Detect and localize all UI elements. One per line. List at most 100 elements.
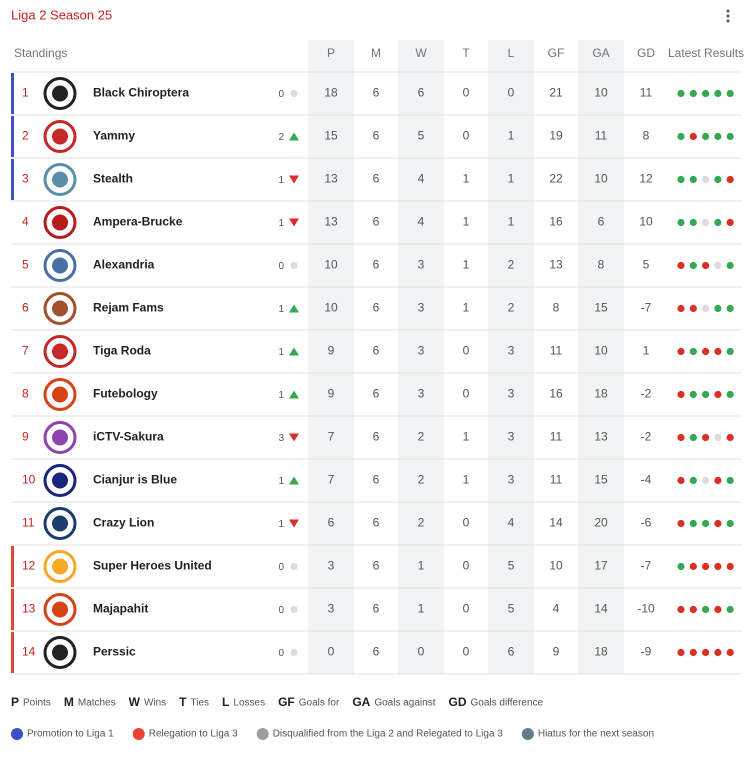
team-name[interactable]: Yammy — [93, 129, 135, 143]
result-dot — [677, 562, 685, 571]
result-dot — [702, 132, 710, 141]
legend-abbr: L — [222, 695, 229, 709]
legend-abbr: GF — [278, 695, 295, 709]
rank: 1 — [22, 86, 29, 100]
stat: 3 — [418, 387, 425, 401]
stat: 5 — [643, 258, 650, 272]
team-logo-core — [52, 558, 68, 575]
stat: 5 — [418, 129, 425, 143]
stat: 2 — [508, 301, 515, 315]
rank: 4 — [22, 215, 29, 229]
stat: 12 — [639, 172, 653, 186]
result-dot — [726, 605, 734, 614]
status-swatch — [256, 728, 269, 740]
position-change: 1 — [278, 519, 284, 530]
result-dot — [702, 562, 710, 571]
team-name[interactable]: Rejam Fams — [93, 301, 164, 315]
trend-up — [289, 476, 299, 485]
result-dot — [689, 175, 697, 184]
stat: 4 — [418, 215, 425, 229]
status-label: Promotion to Liga 1 — [27, 729, 114, 740]
header: GF — [548, 46, 565, 60]
result-dot — [702, 519, 710, 528]
stat: 0 — [463, 602, 470, 616]
stat: 14 — [594, 602, 608, 616]
result-dot — [677, 132, 685, 141]
stat: 6 — [373, 344, 380, 358]
team-name[interactable]: Crazy Lion — [93, 516, 154, 530]
stat: 13 — [324, 215, 338, 229]
legend-label: Points — [23, 698, 51, 709]
result-dot — [689, 648, 697, 657]
result-dot — [726, 519, 734, 528]
team-name[interactable]: Futebology — [93, 387, 158, 401]
legend-label: Matches — [78, 698, 116, 709]
position-change: 1 — [278, 390, 284, 401]
team-name[interactable]: Alexandria — [93, 258, 155, 272]
rank: 13 — [22, 602, 36, 616]
result-dot — [689, 476, 697, 485]
header: Standings — [14, 46, 67, 60]
team-name[interactable]: Majapahit — [93, 602, 148, 616]
stat: 10 — [549, 559, 563, 573]
trend-same — [290, 649, 298, 656]
legend-abbr: GD — [448, 695, 466, 709]
stat: 10 — [594, 344, 608, 358]
stat: 17 — [594, 559, 608, 573]
result-dot — [677, 89, 685, 98]
stat: 6 — [373, 387, 380, 401]
stat: 18 — [594, 387, 608, 401]
zone-bar — [11, 159, 14, 200]
legend-label: Losses — [233, 698, 265, 709]
result-dot — [714, 390, 722, 399]
team-name[interactable]: Ampera-Brucke — [93, 215, 183, 229]
stat: 14 — [549, 516, 563, 530]
stat: 6 — [373, 86, 380, 100]
result-dot — [702, 218, 710, 227]
stat: 6 — [508, 645, 515, 659]
status-label: Relegation to Liga 3 — [149, 729, 238, 740]
trend-down — [289, 175, 299, 184]
team-name[interactable]: Stealth — [93, 172, 133, 186]
team-name[interactable]: Perssic — [93, 645, 136, 659]
legend-abbr: W — [129, 695, 141, 709]
team-name[interactable]: Black Chiroptera — [93, 86, 189, 100]
stat: 9 — [328, 344, 335, 358]
team-name[interactable]: Tiga Roda — [93, 344, 151, 358]
team-name[interactable]: iCTV-Sakura — [93, 430, 164, 444]
result-dot — [714, 132, 722, 141]
team-name[interactable]: Super Heroes United — [93, 559, 212, 573]
result-dot — [714, 175, 722, 184]
result-dot — [677, 519, 685, 528]
stat: 13 — [324, 172, 338, 186]
stat: 1 — [463, 215, 470, 229]
stat: -7 — [641, 301, 652, 315]
stat: 1 — [463, 473, 470, 487]
result-dot — [714, 218, 722, 227]
team-logo-core — [52, 300, 68, 317]
stat: 6 — [373, 430, 380, 444]
result-dot — [714, 476, 722, 485]
stat: 1 — [463, 430, 470, 444]
team-name[interactable]: Cianjur is Blue — [93, 473, 177, 487]
result-dot — [677, 261, 685, 270]
rank: 7 — [22, 344, 29, 358]
result-dot — [702, 347, 710, 356]
column-shade — [578, 40, 624, 674]
menu-button[interactable] — [726, 9, 730, 23]
result-dot — [702, 304, 710, 313]
result-dot — [677, 476, 685, 485]
legend-label: Goals for — [299, 698, 340, 709]
legend-abbr: GA — [352, 695, 370, 709]
stat: 20 — [594, 516, 608, 530]
result-dot — [689, 390, 697, 399]
stat: 15 — [324, 129, 338, 143]
stat: 6 — [373, 215, 380, 229]
result-dot — [689, 562, 697, 571]
title: Liga 2 Season 25 — [11, 7, 112, 22]
status-swatch — [132, 728, 145, 740]
stat: 5 — [508, 602, 515, 616]
result-dot — [726, 261, 734, 270]
result-dot — [726, 218, 734, 227]
result-dot — [714, 261, 722, 270]
